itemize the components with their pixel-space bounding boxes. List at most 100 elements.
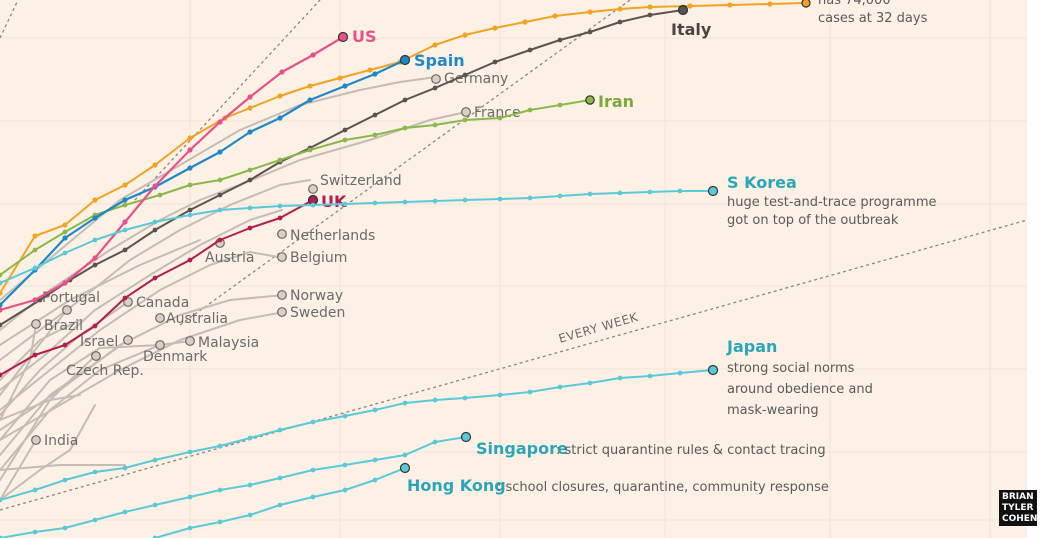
italy-series-point (0, 322, 3, 328)
hongkong-series-point (152, 535, 158, 538)
skorea-series-point (372, 200, 378, 206)
skorea-series-point (152, 219, 158, 225)
skorea-series-point (32, 265, 38, 271)
japan-series-point (62, 477, 68, 483)
spain-series-point (372, 71, 378, 77)
iran-series-point (402, 125, 408, 131)
us-series-line (0, 35, 345, 312)
background-country-line (0, 251, 285, 411)
skorea-series-point (587, 191, 593, 197)
uk-series-point (0, 372, 3, 378)
us-series-point (310, 52, 316, 58)
uk-series-point (152, 275, 158, 281)
singapore-series-point (247, 482, 253, 488)
background-country-line (0, 439, 37, 501)
series-label-sweden: Sweden (290, 305, 345, 321)
skorea-series-point (432, 198, 438, 204)
country-marker (91, 351, 101, 361)
japan-series-point (187, 449, 193, 455)
italy-series-point (432, 85, 438, 91)
uk-series-point (187, 257, 193, 263)
hongkong-series-end-marker (399, 462, 411, 474)
china-series-point (767, 1, 773, 7)
iran-series-point (187, 182, 193, 188)
us-series-point (152, 183, 158, 189)
japan-series-point (247, 435, 253, 441)
guide-line-steep (0, 0, 19, 39)
country-marker (461, 107, 471, 117)
japan-series-line (0, 369, 714, 501)
spain-series-point (187, 165, 193, 171)
country-marker (431, 74, 441, 84)
italy-series-point (122, 247, 128, 253)
italy-series-point (462, 72, 468, 78)
japan-series-point (217, 443, 223, 449)
italy-series-point (587, 29, 593, 35)
spain-series-point (307, 97, 313, 103)
skorea-series-point (122, 227, 128, 233)
uk-series-point (217, 237, 223, 243)
skorea-series-point (0, 280, 3, 286)
us-series-point (62, 280, 68, 286)
skorea-annotation-line1: huge test-and-trace programme (727, 195, 937, 210)
spain-series-line (0, 58, 407, 307)
uk-series-point (122, 295, 128, 301)
italy-series-point (187, 207, 193, 213)
series-label-australia: Australia (166, 311, 228, 327)
hongkong-series-point (342, 487, 348, 493)
series-label-switzerland: Switzerland (320, 173, 402, 189)
series-label-skorea: S Korea (727, 173, 797, 192)
japan-series-point (0, 497, 3, 503)
italy-series-point (527, 47, 533, 53)
uk-series-point (32, 352, 38, 358)
italy-series-point (152, 227, 158, 233)
china-series-point (647, 4, 653, 10)
china-series-point (432, 42, 438, 48)
iran-series-point (277, 157, 283, 163)
skorea-series-point (647, 189, 653, 195)
series-label-denmark: Denmark (143, 349, 208, 365)
china-series-point (617, 6, 623, 12)
singapore-series-point (402, 452, 408, 458)
japan-series-point (677, 370, 683, 376)
skorea-series-point (527, 195, 533, 201)
background-country-line (0, 323, 37, 421)
spain-series-point (122, 197, 128, 203)
every-week-label: EVERY WEEK (557, 310, 640, 346)
japan-series-point (32, 487, 38, 493)
japan-series-point (402, 400, 408, 406)
uk-series-point (62, 342, 68, 348)
country-marker (277, 290, 287, 300)
skorea-series-point (497, 196, 503, 202)
country-marker (155, 313, 165, 323)
spain-series-point (277, 115, 283, 121)
background-country-line (0, 340, 191, 471)
us-series-point (247, 94, 253, 100)
us-series-point (279, 69, 285, 75)
singapore-series-point (432, 439, 438, 445)
spain-series-point (0, 302, 3, 308)
spain-series-point (92, 215, 98, 221)
singapore-annotation: : strict quarantine rules & contact trac… (556, 443, 826, 458)
japan-annotation-line1: strong social norms (727, 361, 855, 376)
series-label-malaysia: Malaysia (198, 335, 259, 351)
skorea-series-point (342, 201, 348, 207)
china-annotation-line2: cases at 32 days (818, 11, 928, 26)
skorea-series-point (462, 197, 468, 203)
china-series-point (367, 67, 373, 73)
skorea-annotation-line2: got on top of the outbreak (727, 213, 899, 228)
country-marker (277, 252, 287, 262)
china-series-point (277, 93, 283, 99)
singapore-series-point (32, 529, 38, 535)
watermark-line3: COHEN (1002, 514, 1038, 524)
series-label-israel: Israel (80, 334, 118, 350)
italy-series-point (342, 127, 348, 133)
series-label-austria: Austria (205, 250, 254, 266)
japan-series-end-marker (707, 364, 719, 376)
singapore-series-point (122, 509, 128, 515)
background-country-line (0, 339, 129, 456)
background-country-line (0, 209, 283, 391)
series-label-iran: Iran (598, 92, 634, 111)
